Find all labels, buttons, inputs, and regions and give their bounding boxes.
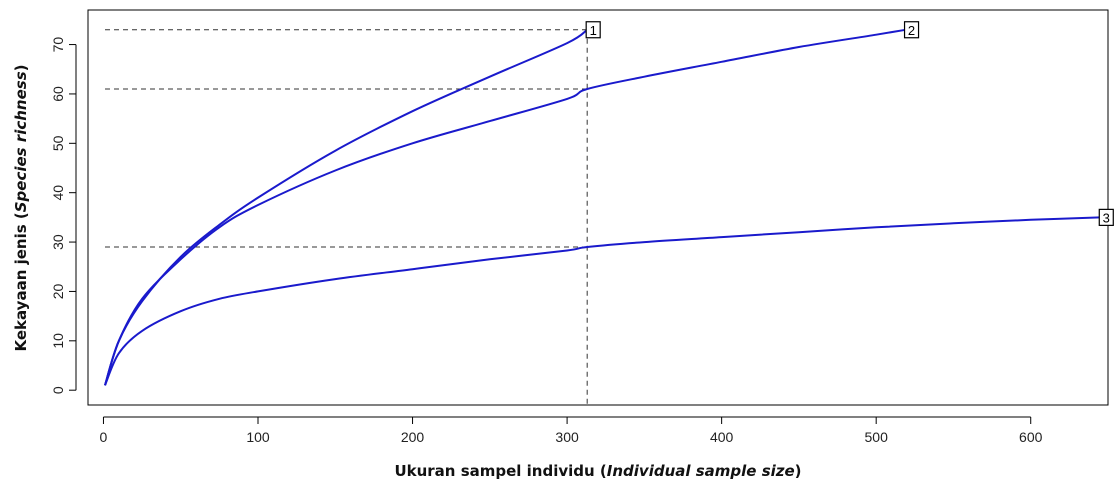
y-tick-label: 10 <box>50 333 66 349</box>
y-axis: 0 10 20 30 40 50 60 70 <box>50 37 77 394</box>
curves <box>104 28 1101 386</box>
curve-label-text: 1 <box>590 23 597 38</box>
x-tick-label: 300 <box>555 429 579 445</box>
y-tick-label: 50 <box>50 135 66 151</box>
curve-1 <box>104 28 588 386</box>
curve-label-text: 3 <box>1103 210 1110 225</box>
curve-label-3: 3 <box>1098 208 1114 226</box>
plot-frame <box>87 9 1109 406</box>
curve-labels: 1 2 3 <box>585 21 1114 226</box>
curve-label-text: 2 <box>908 23 915 38</box>
y-tick-label: 20 <box>50 283 66 299</box>
curve-label-2: 2 <box>903 21 920 39</box>
x-tick-label: 100 <box>246 429 270 445</box>
y-tick-label: 70 <box>50 37 66 53</box>
x-axis: 0 100 200 300 400 500 600 <box>100 416 1043 445</box>
x-tick-label: 0 <box>100 429 108 445</box>
y-tick-label: 40 <box>50 185 66 201</box>
curve-label-box <box>903 21 920 39</box>
y-tick-label: 30 <box>50 234 66 250</box>
x-tick-label: 600 <box>1019 429 1043 445</box>
y-axis-title: Kekayaan jenis (Species richness) <box>12 65 30 352</box>
x-tick-label: 200 <box>401 429 425 445</box>
curve-3 <box>104 216 1101 386</box>
x-tick-label: 400 <box>710 429 734 445</box>
x-tick-label: 500 <box>865 429 889 445</box>
x-axis-title: Ukuran sampel individu (Individual sampl… <box>394 462 801 480</box>
curve-2 <box>104 28 906 386</box>
curve-label-1: 1 <box>585 21 601 39</box>
curve-label-box <box>1098 208 1114 226</box>
curve-label-box <box>585 21 601 39</box>
reference-lines <box>105 29 588 405</box>
y-tick-label: 60 <box>50 86 66 102</box>
y-tick-label: 0 <box>50 386 66 394</box>
